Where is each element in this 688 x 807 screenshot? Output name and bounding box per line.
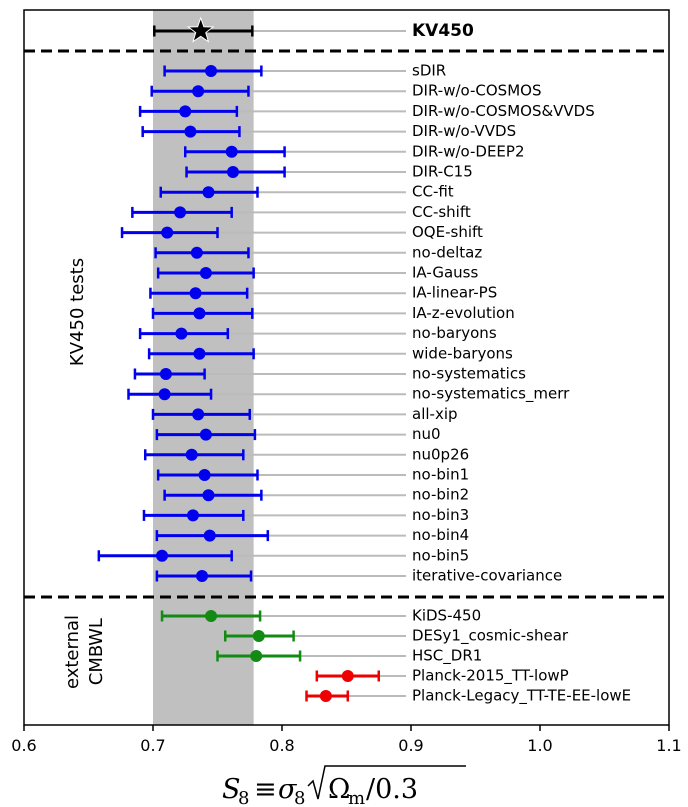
point-ia-gauss (199, 267, 212, 279)
point-no-systematics (159, 368, 172, 380)
svg-text:8: 8 (238, 788, 249, 807)
svg-text:≡: ≡ (254, 774, 277, 805)
label-no-bin3: no-bin3 (412, 506, 469, 524)
label-kids-450: KiDS-450 (412, 607, 481, 625)
label-planck-legacy-tt-te-ee-lowe: Planck-Legacy_TT-TE-EE-lowE (412, 687, 631, 706)
label-no-bin1: no-bin1 (412, 466, 469, 484)
label-dir-w-o-cosmos-vvds: DIR-w/o-COSMOS&VVDS (412, 102, 595, 120)
point-dir-c15 (226, 166, 239, 178)
label-dir-w-o-deep2: DIR-w/o-DEEP2 (412, 142, 525, 160)
svg-text:/0.3: /0.3 (366, 774, 418, 805)
point-no-baryons (175, 327, 188, 340)
cmb-label: CMB (86, 645, 107, 685)
marks-layer (97, 16, 380, 702)
point-no-bin3 (186, 509, 199, 522)
label-ia-linear-ps: IA-linear-PS (412, 284, 497, 302)
point-ia-linear-ps (189, 287, 202, 300)
point-no-systematics-merr (158, 388, 171, 401)
svg-text:8: 8 (294, 788, 305, 807)
point-all-xip (192, 408, 205, 421)
label-no-bin5: no-bin5 (412, 546, 469, 564)
svg-text:Ω: Ω (328, 774, 350, 805)
point-planck-2015-tt-lowp (341, 670, 354, 682)
label-cc-shift: CC-shift (412, 203, 471, 221)
point-nu0p26 (185, 448, 198, 461)
label-wide-baryons: wide-baryons (412, 344, 513, 362)
point-dir-w-o-cosmos (192, 85, 205, 98)
label-no-bin2: no-bin2 (412, 486, 469, 504)
point-ia-z-evolution (193, 307, 206, 320)
point-cc-shift (174, 206, 187, 219)
label-no-baryons: no-baryons (412, 324, 497, 342)
label-dir-c15: DIR-C15 (412, 163, 473, 181)
external-label: external (62, 615, 83, 689)
point-dir-w-o-deep2 (225, 145, 238, 158)
label-nu0: nu0 (412, 425, 441, 443)
label-oqe-shift: OQE-shift (412, 223, 483, 241)
label-no-bin4: no-bin4 (412, 526, 469, 544)
label-desy1-cosmic-shear: DESy1_cosmic-shear (412, 627, 569, 646)
point-star-kv450 (186, 16, 215, 43)
point-wide-baryons (193, 347, 206, 360)
svg-text:σ: σ (278, 774, 298, 805)
label-layer: KV450 sDIR DIR-w/o-COSMOS DIR-w/o-COSMOS&VV… (412, 21, 631, 706)
label-kv450: KV450 (412, 21, 474, 41)
label-ia-gauss: IA-Gauss (412, 264, 478, 282)
x-axis-title: S 8 ≡ σ 8 Ω m /0.3 (222, 765, 466, 807)
label-cc-fit: CC-fit (412, 183, 454, 201)
point-planck-legacy-tt-te-ee-lowe (319, 690, 332, 702)
point-hsc-dr1 (250, 650, 263, 662)
point-iterative-covariance (196, 570, 209, 582)
point-dir-w-o-vvds (184, 125, 197, 138)
label-nu0p26: nu0p26 (412, 445, 469, 463)
label-all-xip: all-xip (412, 405, 458, 423)
point-sdir (205, 65, 218, 77)
point-oqe-shift (161, 226, 174, 239)
point-no-bin5 (156, 549, 169, 562)
x-tick-label-1.1: 1.1 (656, 736, 681, 755)
band-layer (153, 10, 254, 725)
x-tick-label-0.6: 0.6 (11, 736, 36, 755)
x-tick-label-1.0: 1.0 (527, 736, 552, 755)
label-dir-w-o-cosmos: DIR-w/o-COSMOS (412, 82, 541, 100)
point-nu0 (199, 428, 212, 441)
x-tick-label-0.8: 0.8 (269, 736, 294, 755)
label-no-systematics: no-systematics (412, 365, 526, 383)
svg-text:m: m (348, 788, 365, 807)
label-no-systematics-merr: no-systematics_merr (412, 385, 570, 404)
kv450-band (153, 10, 254, 725)
label-sdir: sDIR (412, 62, 446, 80)
divider-layer (24, 49, 669, 599)
point-kids-450 (205, 610, 218, 622)
label-iterative-covariance: iterative-covariance (412, 567, 562, 585)
plot-frame (23, 9, 670, 726)
label-ia-z-evolution: IA-z-evolution (412, 304, 515, 322)
point-no-bin1 (198, 469, 211, 481)
point-cc-fit (202, 186, 215, 199)
guide-layer (204, 30, 406, 697)
label-dir-w-o-vvds: DIR-w/o-VVDS (412, 122, 516, 140)
point-no-bin2 (202, 489, 215, 502)
point-no-bin4 (203, 529, 216, 542)
x-tick-label-0.9: 0.9 (398, 736, 423, 755)
label-planck-2015-tt-lowp: Planck-2015_TT-lowP (412, 667, 569, 686)
kv450-tests-label: KV450 tests (67, 258, 88, 366)
label-hsc-dr1: HSC_DR1 (412, 647, 482, 666)
point-no-deltaz (190, 246, 203, 259)
wl-label: WL (86, 618, 107, 646)
svg-text:S: S (222, 774, 241, 805)
point-dir-w-o-cosmos-vvds (179, 105, 192, 118)
label-no-deltaz: no-deltaz (412, 243, 482, 261)
x-tick-label-0.7: 0.7 (140, 736, 165, 755)
point-desy1-cosmic-shear (252, 630, 265, 642)
axis-layer: 0.6 0.7 0.8 0.9 1.0 1.1 (11, 725, 682, 755)
panel-label-layer: KV450 tests external WL CMB (62, 258, 107, 689)
